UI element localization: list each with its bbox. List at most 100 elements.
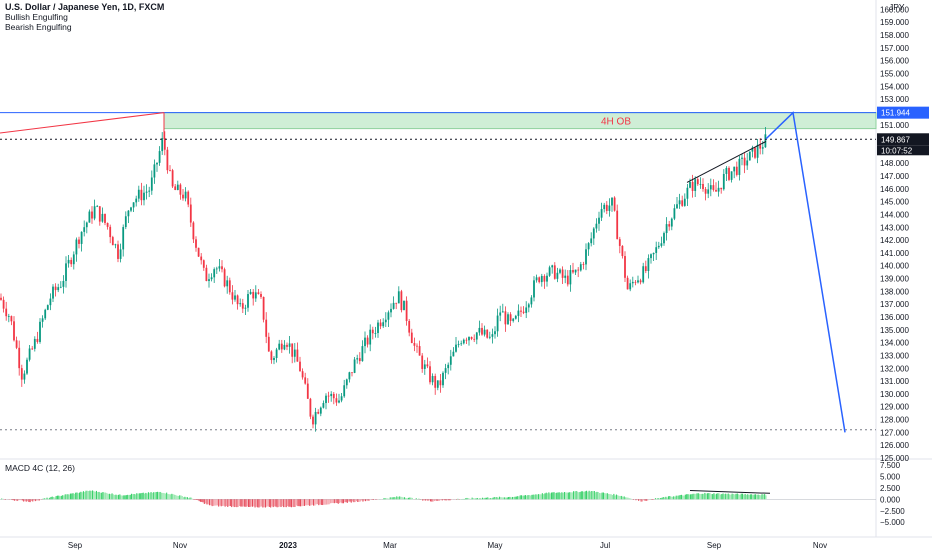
drawings [0,111,876,433]
macd-bar [613,493,615,500]
macd-bar [432,499,434,502]
macd-bar [366,499,368,501]
candle-body [106,222,109,227]
macd-bar [731,493,733,500]
macd-bar [105,492,107,500]
macd-bar [682,495,684,500]
candle-body [96,206,99,208]
price-tick-label: 153.000 [880,95,909,104]
macd-bar [92,490,94,500]
macd-bar [198,499,200,502]
candle-body [403,300,405,311]
macd-bar [261,499,263,507]
macd-bar [124,495,126,500]
macd-bar [28,499,30,502]
candle-body [683,198,686,206]
macd-bar [101,492,103,500]
macd-bar [643,499,645,501]
macd-bar [336,499,338,504]
macd-bar [729,494,731,500]
macd-bar [346,499,348,503]
macd-bar [667,496,669,500]
macd-bar [237,499,239,507]
macd-bar [306,499,308,506]
candle-body [117,244,119,259]
candle-body [150,177,153,191]
macd-bar [579,491,581,500]
candle-body [91,211,93,219]
macd-bar [553,492,555,500]
candle-body [748,151,751,161]
candle-body [543,275,546,282]
macd-bar [89,490,91,500]
macd-bar [245,499,247,507]
macd-bar [95,490,97,500]
macd-bar [133,494,135,500]
price-tick-label: 127.000 [880,428,909,437]
candle-body [2,299,5,309]
macd-bar [748,495,750,500]
macd-bar [606,493,608,500]
macd-bar [181,496,183,500]
macd-bar [492,497,494,500]
macd-bar [524,495,526,500]
macd-bar [164,493,166,500]
macd-bar [153,492,155,500]
macd-bar [738,494,740,500]
candle-body [634,281,637,283]
macd-bar [674,496,676,500]
macd-bar [71,493,73,500]
macd-bar [400,496,402,500]
macd-bar [30,499,32,501]
macd-bar [197,499,199,501]
candle-body [65,263,67,281]
macd-bar [119,494,121,500]
candle-body [764,134,767,148]
price-tick-label: 146.000 [880,185,909,194]
macd-bar [337,499,339,504]
macd-bar [167,493,169,500]
macd-bar [703,493,705,500]
candle-body [488,336,491,338]
macd-bar [433,499,435,502]
candle-body [221,266,223,270]
trend-line-red [0,112,165,134]
macd-bar [483,498,485,500]
macd-bar [573,491,575,500]
macd-bar [673,496,675,500]
candle-body [741,157,743,159]
macd-bar [202,499,204,503]
macd-bar [443,499,445,500]
macd-bar [86,490,88,500]
price-tick-label: 139.000 [880,275,909,284]
macd-bar [215,499,217,506]
macd-bar [627,497,629,500]
macd-bar [614,495,616,500]
macd-bar [765,495,767,500]
macd-bar [267,499,269,507]
macd-bar [617,495,619,500]
target-price-label-bg [877,106,929,119]
macd-bar [118,494,120,500]
candle-body [400,291,403,311]
macd-bar [401,496,403,500]
macd-bar [397,497,399,500]
candle-body [202,260,205,268]
candle-body [655,247,658,253]
macd-bar [163,493,165,500]
macd-bar [591,491,593,500]
macd-bar [12,499,14,501]
macd-bar [506,497,508,500]
macd-bar [735,493,737,500]
macd-bar [535,494,537,500]
macd-bar [479,498,481,500]
macd-bar [578,492,580,500]
macd-bar [340,499,342,503]
candle-body [423,364,426,369]
price-tick-label: 126.000 [880,441,909,450]
macd-bar [726,494,728,500]
candle-body [345,379,348,386]
macd-bar [102,492,104,500]
macd-bar [662,497,664,500]
